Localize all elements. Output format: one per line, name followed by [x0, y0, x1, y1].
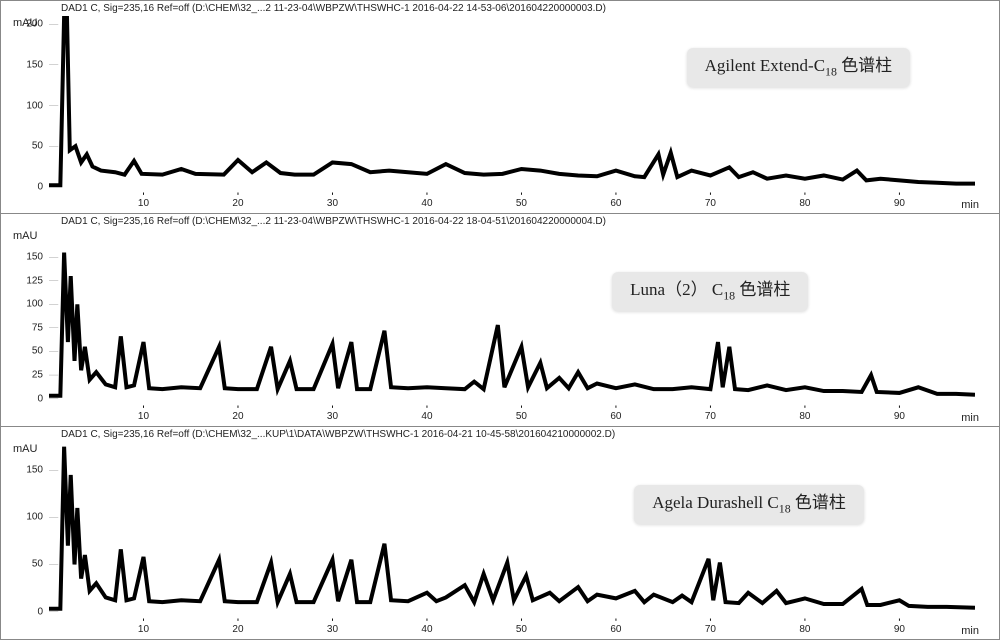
x-tick: 60 [610, 411, 621, 422]
x-tick: 10 [138, 198, 149, 209]
x-tick: 80 [799, 624, 810, 635]
y-tick: 125 [3, 275, 43, 286]
panel-1-svg [49, 16, 975, 195]
panel-1-xticks: 10 20 30 40 50 60 70 80 90 [49, 197, 975, 213]
x-tick: 90 [894, 624, 905, 635]
x-tick: 10 [138, 624, 149, 635]
y-tick: 50 [3, 346, 43, 357]
y-tick: 50 [3, 559, 43, 570]
panel-3-xticks: 10 20 30 40 50 60 70 80 90 [49, 623, 975, 639]
panel-3-header: DAD1 C, Sig=235,16 Ref=off (D:\CHEM\32_.… [61, 429, 615, 440]
x-tick: 60 [610, 624, 621, 635]
x-tick: 20 [232, 624, 243, 635]
y-tick: 0 [3, 393, 43, 404]
y-tick: 150 [3, 252, 43, 263]
panel-3-plot: Agela Durashell C18 色谱柱 [49, 442, 975, 621]
y-tick: 150 [3, 59, 43, 70]
panel-2: DAD1 C, Sig=235,16 Ref=off (D:\CHEM\32_.… [1, 214, 999, 427]
panel-2-label: Luna（2） C18 色谱柱 [612, 272, 808, 311]
panel-2-xticks: 10 20 30 40 50 60 70 80 90 [49, 410, 975, 426]
x-tick: 30 [327, 198, 338, 209]
panel-2-yticks: 0 25 50 75 100 125 150 [1, 229, 46, 408]
panel-2-header: DAD1 C, Sig=235,16 Ref=off (D:\CHEM\32_.… [61, 216, 606, 227]
y-tick: 0 [3, 181, 43, 192]
panel-3-label: Agela Durashell C18 色谱柱 [634, 485, 864, 524]
x-tick: 50 [516, 411, 527, 422]
panel-1-yticks: 0 50 100 150 200 [1, 16, 46, 195]
x-tick: 40 [421, 411, 432, 422]
panel-3: DAD1 C, Sig=235,16 Ref=off (D:\CHEM\32_.… [1, 427, 999, 639]
x-tick: 70 [705, 624, 716, 635]
x-tick: 70 [705, 198, 716, 209]
panel-1-header: DAD1 C, Sig=235,16 Ref=off (D:\CHEM\32_.… [61, 3, 606, 14]
panel-1-label: Agilent Extend-C18 色谱柱 [687, 48, 911, 87]
x-tick: 50 [516, 198, 527, 209]
x-tick: 30 [327, 411, 338, 422]
x-tick: 40 [421, 198, 432, 209]
y-tick: 50 [3, 141, 43, 152]
y-tick: 100 [3, 512, 43, 523]
panel-1: DAD1 C, Sig=235,16 Ref=off (D:\CHEM\32_.… [1, 1, 999, 214]
y-tick: 0 [3, 606, 43, 617]
y-tick: 100 [3, 299, 43, 310]
y-tick: 150 [3, 465, 43, 476]
y-tick: 25 [3, 370, 43, 381]
panel-1-plot: Agilent Extend-C18 色谱柱 [49, 16, 975, 195]
panel-3-yticks: 0 50 100 150 [1, 442, 46, 621]
x-tick: 20 [232, 411, 243, 422]
y-tick: 75 [3, 322, 43, 333]
x-tick: 40 [421, 624, 432, 635]
panel-3-svg [49, 442, 975, 621]
panel-2-plot: Luna（2） C18 色谱柱 [49, 229, 975, 408]
x-tick: 60 [610, 198, 621, 209]
x-tick: 90 [894, 411, 905, 422]
x-tick: 80 [799, 411, 810, 422]
x-tick: 70 [705, 411, 716, 422]
x-tick: 90 [894, 198, 905, 209]
panel-2-svg [49, 229, 975, 408]
x-tick: 30 [327, 624, 338, 635]
chromatogram-figure: DAD1 C, Sig=235,16 Ref=off (D:\CHEM\32_.… [0, 0, 1000, 640]
y-tick: 200 [3, 19, 43, 30]
x-tick: 80 [799, 198, 810, 209]
y-tick: 100 [3, 100, 43, 111]
x-tick: 50 [516, 624, 527, 635]
x-tick: 10 [138, 411, 149, 422]
x-tick: 20 [232, 198, 243, 209]
